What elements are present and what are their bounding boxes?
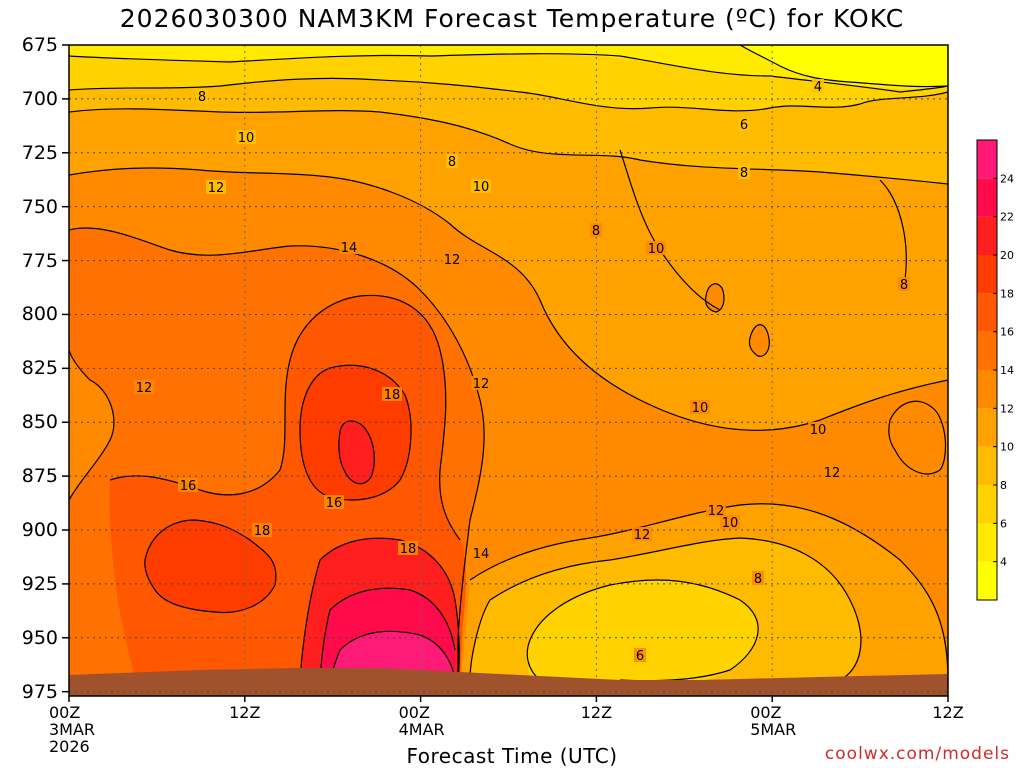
y-tick-label: 825: [21, 357, 58, 380]
colorbar-swatch: [977, 446, 997, 485]
contour-label: 8: [198, 90, 206, 105]
contour-label: 12: [634, 528, 651, 543]
contour-label: 14: [341, 241, 358, 256]
colorbar-label: 6: [1000, 517, 1007, 530]
y-tick-label: 925: [21, 572, 58, 595]
y-tick-label: 725: [21, 141, 58, 164]
contour-label: 8: [900, 278, 908, 293]
colorbar-swatch: [977, 370, 997, 409]
x-tick-label: 12Z: [932, 703, 964, 722]
colorbar-label: 20: [1000, 249, 1014, 262]
colorbar-swatch: [977, 293, 997, 332]
colorbar-swatch: [977, 178, 997, 217]
y-tick-label: 800: [21, 303, 58, 326]
plot-fill: [69, 45, 948, 696]
pocket-2: [749, 324, 770, 357]
colorbar-label: 24: [1000, 172, 1014, 185]
y-tick-label: 950: [21, 626, 58, 649]
grid-lines: [68, 44, 949, 696]
colorbar-label: 4: [1000, 556, 1007, 569]
contour-label: 18: [384, 388, 401, 403]
contour-label: 12: [444, 253, 461, 268]
colorbar-swatch: [977, 408, 997, 447]
x-tick-label: 00Z 5MAR: [750, 703, 797, 739]
y-tick-label: 675: [21, 34, 58, 56]
credit-link[interactable]: coolwx.com/models: [824, 744, 1010, 764]
colorbar-swatch: [977, 216, 997, 255]
contour-label: 10: [810, 423, 827, 438]
y-tick-label: 850: [21, 411, 58, 434]
contour-label: 12: [824, 466, 841, 481]
contour-label: 8: [754, 572, 762, 587]
colorbar-swatch: [977, 140, 997, 179]
pocket-3: [888, 401, 946, 474]
y-tick-label: 700: [21, 87, 58, 110]
band-4-6: [69, 45, 948, 90]
y-tick-label: 750: [21, 195, 58, 218]
colorbar: 4 6 8 10 12 14 16 18 20 22 24: [976, 139, 1014, 601]
contour-label: 12: [136, 381, 153, 396]
contour-label: 6: [740, 118, 748, 133]
plot-frame: [62, 44, 949, 702]
contour-label: 12: [708, 504, 725, 519]
contour-label: 14: [473, 547, 490, 562]
contour-label: 6: [636, 649, 644, 664]
contour-label: 8: [592, 224, 600, 239]
x-tick-label: 00Z 3MAR 2026: [49, 703, 96, 756]
colorbar-swatch: [977, 331, 997, 370]
contour-label: 8: [740, 166, 748, 181]
contour-label: 12: [473, 377, 490, 392]
colorbar-label: 18: [1000, 287, 1014, 300]
x-tick-label: 12Z: [229, 703, 261, 722]
colorbar-label: 12: [1000, 402, 1014, 415]
band-20-core: [338, 420, 375, 484]
colorbar-swatch: [977, 561, 997, 600]
x-tick-label: 12Z: [580, 703, 613, 722]
colorbar-label: 22: [1000, 211, 1014, 224]
colorbar-swatch: [977, 255, 997, 294]
contour-label: 10: [692, 401, 709, 416]
colorbar-label: 10: [1000, 441, 1014, 454]
contour-label: 12: [208, 181, 225, 196]
band-2-4: [740, 45, 948, 87]
x-axis-label: Forecast Time (UTC): [406, 744, 618, 768]
colorbar-swatch: [977, 485, 997, 524]
colorbar-label: 16: [1000, 326, 1014, 339]
y-tick-label: 975: [21, 680, 58, 703]
y-tick-label: 775: [21, 249, 58, 272]
contour-label: 10: [648, 242, 665, 257]
y-tick-label: 900: [21, 519, 58, 542]
colorbar-label: 8: [1000, 479, 1007, 492]
x-tick-label: 00Z 4MAR: [398, 703, 445, 739]
contour-label: 18: [254, 524, 271, 539]
contour-label: 4: [814, 80, 822, 95]
cool-region-8: [527, 580, 759, 696]
contour-label: 10: [238, 131, 255, 146]
contour-label: 8: [448, 155, 456, 170]
ground: [69, 668, 948, 696]
colorbar-label: 14: [1000, 364, 1014, 377]
contour-label: 16: [326, 496, 343, 511]
y-tick-label: 875: [21, 465, 58, 488]
colorbar-swatch: [977, 523, 997, 562]
band-18-20-lower: [144, 520, 276, 613]
chart-title: 2026030300 NAM3KM Forecast Temperature (…: [119, 4, 905, 33]
contour-lines: [69, 45, 948, 682]
contour-label: 10: [722, 516, 739, 531]
contour-label: 10: [473, 180, 490, 195]
contour-label: 18: [400, 542, 417, 557]
contour-label: 16: [180, 479, 197, 494]
